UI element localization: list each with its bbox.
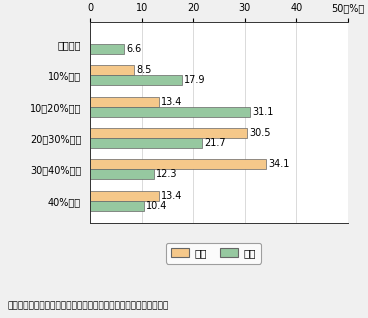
Text: 17.9: 17.9 bbox=[184, 75, 206, 86]
Text: 8.5: 8.5 bbox=[136, 66, 151, 75]
Text: 6.6: 6.6 bbox=[126, 44, 141, 54]
Bar bbox=[90, 169, 153, 179]
Legend: 日本, 米国: 日本, 米国 bbox=[166, 243, 261, 264]
Text: （出典）「オフショアリングの進展とその影響に関する調査研究」: （出典）「オフショアリングの進展とその影響に関する調査研究」 bbox=[7, 301, 169, 310]
Bar bbox=[90, 66, 134, 75]
Bar bbox=[90, 97, 159, 107]
Bar bbox=[90, 201, 144, 211]
Bar bbox=[90, 159, 266, 169]
Text: 31.1: 31.1 bbox=[252, 107, 274, 117]
Bar bbox=[90, 44, 124, 54]
Text: 13.4: 13.4 bbox=[161, 191, 183, 201]
Bar bbox=[90, 138, 202, 148]
Text: 13.4: 13.4 bbox=[161, 97, 183, 107]
Bar bbox=[90, 75, 183, 86]
Text: 30.5: 30.5 bbox=[250, 128, 271, 138]
Bar bbox=[90, 107, 250, 117]
Bar bbox=[90, 191, 159, 201]
Text: 10.4: 10.4 bbox=[146, 201, 167, 211]
Text: 21.7: 21.7 bbox=[204, 138, 226, 148]
Text: 12.3: 12.3 bbox=[156, 169, 177, 179]
Bar bbox=[90, 128, 247, 138]
Text: 34.1: 34.1 bbox=[268, 159, 289, 169]
